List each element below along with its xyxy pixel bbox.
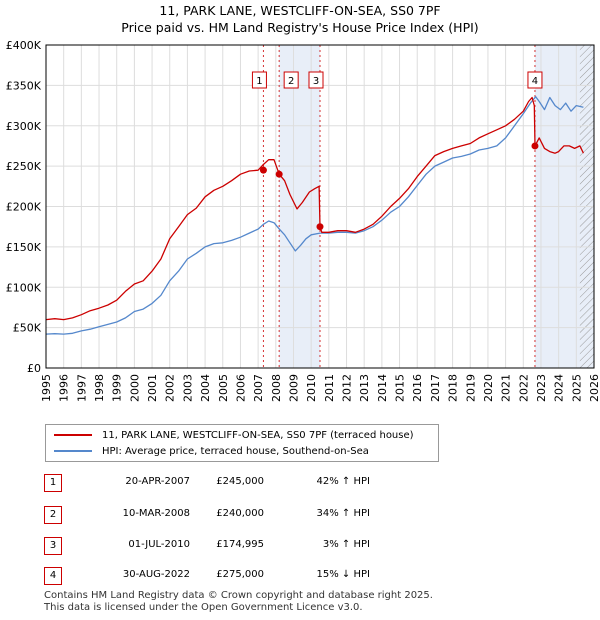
sale-number: 3 — [44, 537, 62, 555]
sale-point — [531, 142, 539, 150]
footer: Contains HM Land Registry data © Crown c… — [44, 590, 433, 614]
sale-row: 2 10-MAR-2008 £240,000 34% ↑ HPI — [44, 506, 404, 526]
sale-point — [316, 223, 324, 231]
x-tick-label: 1995 — [40, 374, 53, 402]
x-tick-label: 1996 — [58, 374, 71, 402]
x-tick-label: 2008 — [270, 374, 283, 402]
x-tick-label: 2023 — [535, 374, 548, 402]
x-tick-label: 2015 — [394, 374, 407, 402]
x-tick-label: 2009 — [287, 374, 300, 402]
x-tick-label: 1997 — [75, 374, 88, 402]
x-tick-label: 2007 — [252, 374, 265, 402]
y-tick-label: £400K — [6, 39, 42, 52]
sale-label-box — [527, 71, 543, 89]
y-tick-label: £0 — [27, 362, 41, 375]
legend-line-price — [54, 434, 92, 436]
sale-date: 01-JUL-2010 — [128, 539, 190, 550]
sale-price: £275,000 — [216, 569, 264, 580]
plot-frame — [45, 44, 595, 369]
x-tick-label: 2004 — [199, 374, 212, 402]
sale-hpi: 15% ↓ HPI — [316, 569, 370, 580]
title-line-2: Price paid vs. HM Land Registry's House … — [121, 20, 479, 35]
sale-row: 3 01-JUL-2010 £174,995 3% ↑ HPI — [44, 537, 404, 557]
y-tick-label: £250K — [6, 160, 42, 173]
sale-number: 2 — [44, 506, 62, 524]
sale-labels: 1 2 3 4 — [251, 71, 543, 89]
legend-line-hpi — [54, 450, 92, 452]
sale-point — [259, 166, 267, 174]
x-tick-label: 2006 — [234, 374, 247, 402]
hpi-line — [45, 96, 584, 335]
x-tick-label: 2016 — [411, 374, 424, 402]
footer-line-2: This data is licensed under the Open Gov… — [44, 602, 363, 613]
sale-row: 1 20-APR-2007 £245,000 42% ↑ HPI — [44, 474, 404, 494]
x-tick-label: 2000 — [128, 374, 141, 402]
legend-item-price: 11, PARK LANE, WESTCLIFF-ON-SEA, SS0 7PF… — [54, 427, 414, 443]
x-tick-label: 2021 — [500, 374, 513, 402]
y-tick-label: £50K — [13, 322, 42, 335]
y-tick-label: £150K — [6, 241, 42, 254]
x-tick-label: 2017 — [429, 374, 442, 402]
sale-date: 10-MAR-2008 — [122, 508, 190, 519]
x-tick-label: 2002 — [164, 374, 177, 402]
y-tick-labels: £0 £50K £100K £150K £200K £250K £300K £350K £400… — [6, 39, 42, 375]
x-tick-label: 2013 — [358, 374, 371, 402]
sale-point — [275, 170, 283, 178]
x-tick-label: 2026 — [588, 374, 600, 402]
x-tick-label: 2012 — [341, 374, 354, 402]
sale-price: £174,995 — [216, 539, 264, 550]
chart-title: 11, PARK LANE, WESTCLIFF-ON-SEA, SS0 7PF… — [0, 2, 600, 36]
x-tick-label: 1998 — [93, 374, 106, 402]
x-tick-label: 1999 — [111, 374, 124, 402]
sale-label-box — [251, 71, 267, 89]
x-tick-labels: 1995 1996 1997 1998 1999 2000 2001 2002 2003 2004… — [40, 374, 600, 402]
sale-hpi: 3% ↑ HPI — [322, 539, 370, 550]
y-tick-label: £300K — [6, 120, 42, 133]
x-tick-label: 2019 — [464, 374, 477, 402]
sale-row: 4 30-AUG-2022 £275,000 15% ↓ HPI — [44, 567, 404, 587]
sale-label: 2 — [288, 76, 294, 87]
sale-number: 1 — [44, 474, 62, 492]
price-line — [45, 96, 584, 321]
x-tick-label: 2025 — [570, 374, 583, 402]
sale-hpi: 42% ↑ HPI — [316, 476, 370, 487]
x-tick-label: 2020 — [482, 374, 495, 402]
sale-price: £245,000 — [216, 476, 264, 487]
x-tick-label: 2005 — [217, 374, 230, 402]
sale-label: 4 — [532, 76, 538, 87]
price-chart: 1 2 3 4 £0 £50K £100K £150K £200K £250K £300K £350… — [6, 39, 600, 402]
legend: 11, PARK LANE, WESTCLIFF-ON-SEA, SS0 7PF… — [45, 424, 439, 462]
x-tick-label: 2022 — [517, 374, 530, 402]
legend-label-hpi: HPI: Average price, terraced house, Sout… — [102, 445, 369, 457]
x-tick-label: 2010 — [305, 374, 318, 402]
sale-label: 1 — [256, 76, 262, 87]
footer-line-1: Contains HM Land Registry data © Crown c… — [44, 590, 433, 601]
y-tick-label: £350K — [6, 79, 42, 92]
y-tick-label: £100K — [6, 281, 42, 294]
x-tick-label: 2018 — [447, 374, 460, 402]
legend-item-hpi: HPI: Average price, terraced house, Sout… — [54, 443, 369, 459]
sale-date: 30-AUG-2022 — [122, 569, 190, 580]
sale-label: 3 — [313, 76, 319, 87]
y-tick-label: £200K — [6, 201, 42, 214]
x-tick-label: 2024 — [553, 374, 566, 402]
sale-label-box — [283, 71, 299, 89]
sale-price: £240,000 — [216, 508, 264, 519]
sale-number: 4 — [44, 567, 62, 585]
sale-hpi: 34% ↑ HPI — [316, 508, 370, 519]
sale-date: 20-APR-2007 — [125, 476, 190, 487]
legend-label-price: 11, PARK LANE, WESTCLIFF-ON-SEA, SS0 7PF… — [102, 429, 414, 441]
sale-points — [259, 142, 539, 231]
x-tick-label: 2003 — [181, 374, 194, 402]
x-tick-label: 2001 — [146, 374, 159, 402]
sale-label-box — [308, 71, 324, 89]
series-lines — [45, 96, 584, 335]
x-tick-label: 2014 — [376, 374, 389, 402]
x-tick-label: 2011 — [323, 374, 336, 402]
title-line-1: 11, PARK LANE, WESTCLIFF-ON-SEA, SS0 7PF — [159, 3, 441, 18]
